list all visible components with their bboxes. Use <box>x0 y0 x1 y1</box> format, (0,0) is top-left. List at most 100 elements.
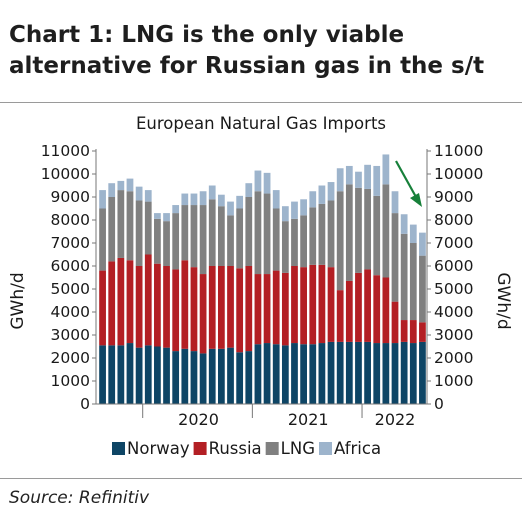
y-tick-label-right: 7000 <box>434 234 473 252</box>
bar-segment-lng <box>117 190 125 258</box>
bar-segment-africa <box>400 214 408 234</box>
bar-segment-norway <box>172 351 180 404</box>
bar-segment-norway <box>117 345 125 404</box>
bar-segment-norway <box>135 347 143 404</box>
bar-segment-lng <box>263 193 271 275</box>
legend-swatch-africa <box>319 442 332 455</box>
bar-segment-lng <box>99 208 106 271</box>
legend-label-lng: LNG <box>281 439 315 458</box>
bar-segment-lng <box>281 221 289 273</box>
top-divider <box>0 102 522 103</box>
bar-segment-russia <box>117 257 125 346</box>
trend-arrow-head <box>410 193 422 207</box>
legend-label-africa: Africa <box>334 439 381 458</box>
bar-segment-russia <box>272 270 280 345</box>
bar-segment-africa <box>419 232 426 256</box>
bar-segment-norway <box>318 343 326 404</box>
bar-segment-norway <box>355 341 362 404</box>
bar-segment-lng <box>409 243 417 321</box>
bar-segment-norway <box>126 343 134 404</box>
bar-segment-norway <box>309 344 317 404</box>
legend-swatch-norway <box>112 442 125 455</box>
y-tick-label-left: 6000 <box>51 257 90 275</box>
bar-segment-africa <box>208 185 216 200</box>
bar-segment-norway <box>144 345 152 404</box>
bar-segment-africa <box>254 170 262 192</box>
y-tick-label-left: 8000 <box>51 211 90 229</box>
bar-segment-norway <box>236 352 244 404</box>
bar-segment-africa <box>154 213 161 219</box>
bar-segment-africa <box>355 171 362 188</box>
bar-segment-russia <box>391 301 399 344</box>
bar-segment-russia <box>245 266 253 352</box>
bar-segment-norway <box>291 343 298 404</box>
bar-segment-norway <box>163 347 170 404</box>
bar-segment-lng <box>300 215 307 268</box>
bar-segment-russia <box>227 266 234 348</box>
bar-segment-norway <box>245 351 253 404</box>
bar-segment-russia <box>364 269 371 342</box>
bar-segment-norway <box>181 348 189 404</box>
bars-group <box>99 154 426 404</box>
y-tick-label-left: 0 <box>80 395 90 413</box>
y-tick-label-right: 3000 <box>434 326 473 344</box>
bar-segment-norway <box>154 346 161 404</box>
bar-segment-lng <box>272 208 280 271</box>
bar-segment-lng <box>245 197 253 266</box>
bar-segment-norway <box>272 344 280 404</box>
bar-segment-norway <box>419 341 426 404</box>
chart-title: European Natural Gas Imports <box>136 114 386 133</box>
page-title: Chart 1: LNG is the only viable alternat… <box>9 20 514 82</box>
bar-segment-africa <box>135 186 143 201</box>
bar-segment-africa <box>199 191 207 206</box>
bar-segment-russia <box>419 322 426 342</box>
bar-segment-lng <box>373 195 381 276</box>
bar-segment-norway <box>300 344 307 404</box>
bar-segment-africa <box>382 154 390 185</box>
bar-segment-russia <box>309 264 317 345</box>
y-tick-label-left: 3000 <box>51 326 90 344</box>
y-tick-label-left: 10000 <box>41 165 90 183</box>
bar-segment-norway <box>409 343 417 404</box>
bar-segment-lng <box>154 218 161 264</box>
y-tick-label-right: 6000 <box>434 257 473 275</box>
y-tick-label-right: 5000 <box>434 280 473 298</box>
bar-segment-russia <box>154 263 161 347</box>
bar-segment-lng <box>208 199 216 266</box>
bar-segment-russia <box>199 274 207 354</box>
y-axis-left-label: GWh/d <box>8 272 28 329</box>
bar-segment-norway <box>227 347 234 404</box>
title-line-2: alternative for Russian gas in the s/t <box>9 53 485 79</box>
bar-segment-russia <box>99 270 106 346</box>
bar-segment-norway <box>382 343 390 404</box>
bar-segment-africa <box>291 201 298 219</box>
bar-segment-africa <box>281 206 289 222</box>
bar-segment-russia <box>409 320 417 344</box>
bar-segment-russia <box>135 266 143 348</box>
trend-arrow-shaft <box>395 160 417 198</box>
bar-segment-russia <box>318 264 326 344</box>
bar-segment-norway <box>190 351 198 404</box>
bar-segment-russia <box>300 267 307 345</box>
bar-segment-norway <box>199 353 207 404</box>
bar-segment-africa <box>263 172 271 194</box>
bar-segment-lng <box>391 213 399 302</box>
bar-segment-russia <box>163 266 170 348</box>
bar-segment-lng <box>126 191 134 261</box>
bar-segment-lng <box>172 213 180 270</box>
bar-segment-norway <box>336 341 344 404</box>
bar-segment-africa <box>272 190 280 209</box>
bar-segment-africa <box>364 164 371 189</box>
bar-segment-lng <box>108 197 116 262</box>
bar-segment-africa <box>309 191 317 208</box>
bar-segment-russia <box>400 320 408 342</box>
bar-segment-lng <box>135 200 143 266</box>
bar-segment-lng <box>227 215 234 266</box>
bar-segment-africa <box>345 165 353 185</box>
bar-segment-lng <box>364 188 371 270</box>
bar-segment-lng <box>318 203 326 265</box>
legend-swatch-russia <box>193 442 207 455</box>
bar-segment-lng <box>419 255 426 323</box>
bar-segment-russia <box>108 261 116 346</box>
bar-segment-africa <box>172 205 180 214</box>
